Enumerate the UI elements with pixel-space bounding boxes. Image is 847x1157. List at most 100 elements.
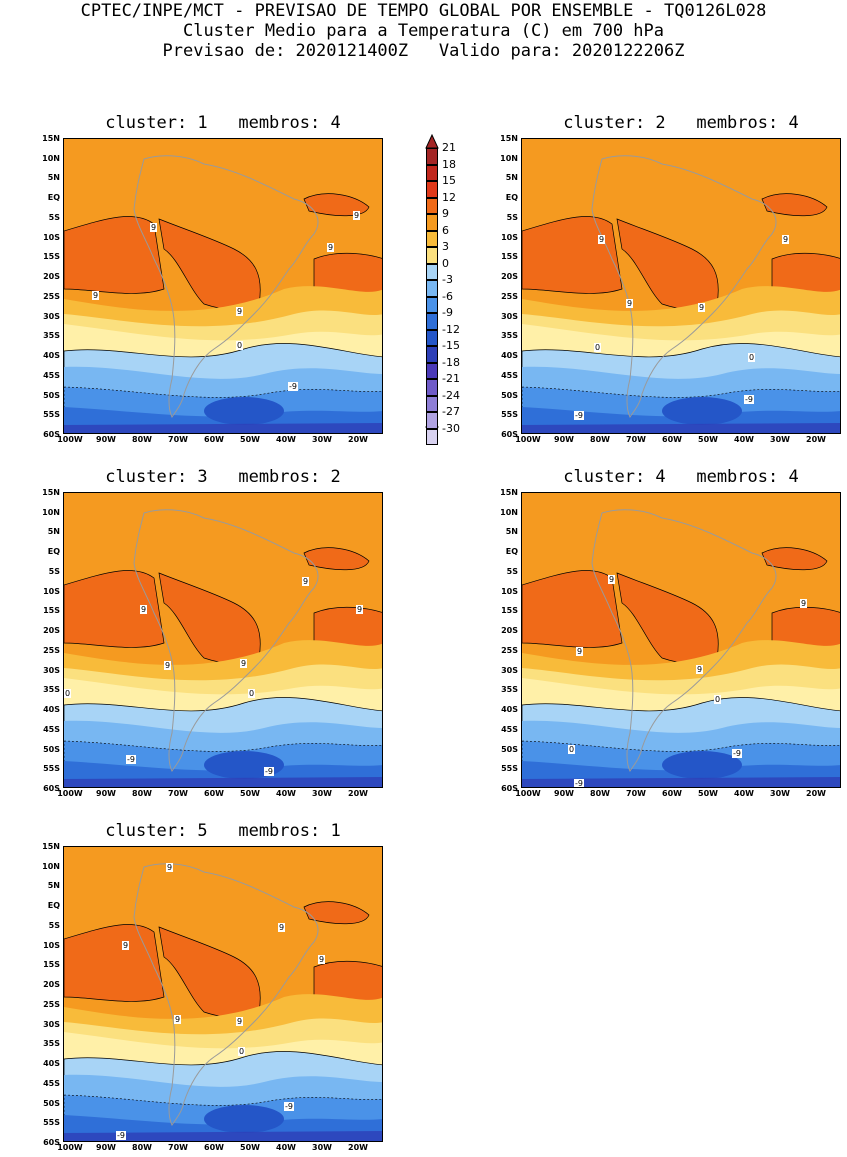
contour-label: 9	[698, 303, 706, 312]
y-tick-label: 30S	[43, 1019, 60, 1029]
x-tick-label: 80W	[132, 435, 152, 444]
contour-label: 9	[782, 235, 790, 244]
y-tick-label: 10N	[42, 861, 60, 871]
contour-label: 9	[318, 955, 326, 964]
y-tick-label: 45S	[43, 370, 60, 380]
x-tick-label: 90W	[554, 789, 574, 798]
y-tick-label: 20S	[43, 272, 60, 282]
cluster-map: 9 9 9 9 0 0 -9 -9	[521, 138, 841, 434]
colorbar-swatch	[426, 329, 438, 346]
header-subtitle: Cluster Medio para a Temperatura (C) em …	[182, 21, 665, 41]
contour-label: -9	[116, 1131, 126, 1140]
x-tick-label: 90W	[96, 435, 116, 444]
y-tick-label: 15N	[500, 134, 518, 143]
y-tick-label: 55S	[43, 1118, 60, 1128]
x-tick-label: 60W	[662, 435, 682, 444]
x-tick-label: 20W	[806, 435, 826, 444]
y-tick-label: 60S	[501, 784, 518, 793]
y-tick-label: 10N	[42, 153, 60, 163]
colorbar-label: -12	[442, 322, 460, 336]
colorbar-swatch	[426, 395, 438, 412]
cluster-map: 9 9 9 9 9 0 -9	[63, 138, 383, 434]
y-tick-label: 5N	[505, 527, 518, 537]
x-tick-label: 70W	[168, 435, 188, 444]
contour-label: 9	[696, 665, 704, 674]
colorbar-swatch	[426, 181, 438, 198]
contour-label: 9	[150, 223, 158, 232]
x-tick-label: 30W	[770, 435, 790, 444]
y-tick-label: 10N	[500, 153, 518, 163]
y-tick-label: 50S	[43, 1098, 60, 1108]
panel-title: cluster: 1 membros: 4	[105, 113, 341, 133]
x-tick-label: 90W	[96, 789, 116, 798]
x-tick-label: 50W	[240, 1143, 260, 1152]
y-tick-label: 40S	[43, 1059, 60, 1069]
contour-label: 9	[608, 575, 616, 584]
panel-title: cluster: 3 membros: 2	[105, 467, 341, 487]
y-tick-label: 5S	[48, 212, 60, 222]
contour-label: -9	[732, 749, 742, 758]
x-tick-label: 50W	[240, 435, 260, 444]
y-tick-label: 10S	[43, 232, 60, 242]
colorbar-label: 9	[442, 207, 449, 220]
contour-label: 0	[238, 1047, 246, 1056]
y-tick-label: 55S	[43, 410, 60, 420]
y-tick-label: 15N	[42, 842, 60, 851]
x-tick-label: 80W	[590, 435, 610, 444]
x-tick-label: 50W	[698, 435, 718, 444]
y-tick-label: 25S	[501, 291, 518, 301]
x-tick-label: 70W	[168, 1143, 188, 1152]
y-tick-label: 25S	[43, 645, 60, 655]
y-tick-label: 15S	[43, 960, 60, 970]
contour-label: -9	[288, 382, 298, 391]
y-tick-label: 45S	[43, 724, 60, 734]
x-tick-label: 60W	[662, 789, 682, 798]
colorbar-swatch	[426, 230, 438, 247]
y-tick-label: EQ	[47, 901, 60, 911]
y-tick-label: 40S	[43, 351, 60, 361]
contour-label: 9	[356, 605, 364, 614]
y-tick-label: 50S	[501, 744, 518, 754]
colorbar-label: -21	[442, 372, 460, 385]
x-tick-label: 60W	[204, 435, 224, 444]
contour-label: -9	[126, 755, 136, 764]
x-tick-label: 40W	[734, 789, 754, 798]
contour-label: 9	[166, 863, 174, 872]
x-tick-label: 80W	[132, 1143, 152, 1152]
y-tick-label: 15N	[42, 488, 60, 497]
x-tick-label: 40W	[276, 1143, 296, 1152]
colorbar-label: -18	[442, 355, 460, 369]
x-tick-label: 80W	[132, 789, 152, 798]
y-tick-label: 10N	[500, 507, 518, 517]
y-tick-label: 10S	[501, 232, 518, 242]
y-tick-label: 45S	[501, 724, 518, 734]
y-tick-label: 10S	[501, 586, 518, 596]
contour-label: 9	[92, 291, 100, 300]
x-tick-label: 30W	[312, 435, 332, 444]
colorbar-swatch	[426, 313, 438, 330]
y-tick-label: 15S	[501, 252, 518, 262]
y-tick-label: 30S	[501, 665, 518, 675]
contour-label: 9	[122, 941, 130, 950]
y-tick-label: 20S	[501, 272, 518, 282]
colorbar-swatch	[426, 428, 438, 445]
y-tick-label: 45S	[501, 370, 518, 380]
y-tick-label: 15S	[501, 606, 518, 616]
colorbar-swatch	[426, 197, 438, 214]
contour-label: -9	[574, 779, 584, 788]
y-tick-label: EQ	[505, 547, 518, 557]
x-tick-label: 40W	[734, 435, 754, 444]
colorbar-label: -15	[442, 339, 460, 352]
colorbar-swatch	[426, 346, 438, 363]
y-tick-label: 35S	[43, 685, 60, 695]
contour-label: 0	[64, 689, 72, 698]
x-tick-label: 100W	[515, 789, 541, 798]
y-tick-label: 35S	[501, 685, 518, 695]
contour-label: 9	[576, 647, 584, 656]
y-tick-label: 55S	[501, 764, 518, 774]
y-tick-label: 30S	[501, 311, 518, 321]
x-tick-label: 30W	[312, 1143, 332, 1152]
y-tick-label: 10S	[43, 586, 60, 596]
x-tick-label: 70W	[168, 789, 188, 798]
y-tick-label: 35S	[43, 1039, 60, 1049]
